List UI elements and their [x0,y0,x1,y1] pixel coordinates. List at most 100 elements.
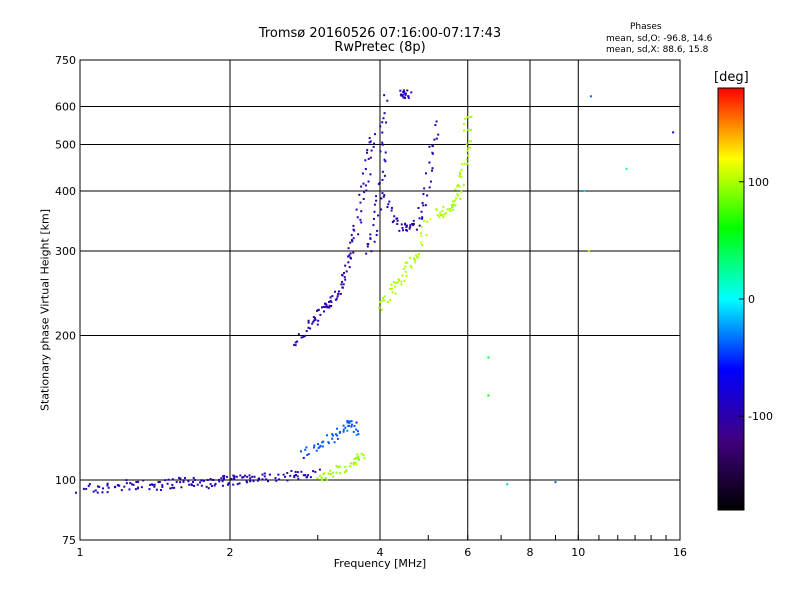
data-point [470,129,473,132]
data-point [589,95,592,98]
data-point [335,427,338,430]
data-point [373,203,376,206]
x-tick-label: 1 [77,546,84,559]
data-point [316,323,319,326]
data-point [334,433,337,436]
data-point [339,472,342,475]
data-point [101,487,104,490]
data-point [355,208,358,211]
data-point [338,290,341,293]
data-point [444,212,447,215]
data-point [352,251,355,254]
data-point [326,478,329,481]
data-point [414,261,417,264]
data-point [328,306,331,309]
data-point [314,317,317,320]
data-point [375,233,378,236]
data-point [380,308,383,311]
data-point [381,192,384,195]
data-point [369,140,372,143]
data-point [424,204,427,207]
data-point [420,225,423,228]
data-point [453,199,456,202]
data-point [167,478,170,481]
data-point [134,488,137,491]
data-point [401,93,404,96]
data-point [319,474,322,477]
data-point [375,195,378,198]
data-point [206,478,209,481]
data-point [213,484,216,487]
data-point [406,89,409,92]
x-tick-label: 6 [464,546,471,559]
data-point [149,483,152,486]
data-point [380,208,383,211]
data-point [299,450,302,453]
data-point [135,481,138,484]
data-point [403,97,406,100]
y-tick-label: 300 [55,245,76,258]
data-point [383,194,386,197]
data-point [435,208,438,211]
data-point [466,128,469,131]
data-point [360,210,363,213]
data-point [390,283,393,286]
data-point [142,479,145,482]
data-point [409,226,412,229]
data-point [359,218,362,221]
data-point [338,431,341,434]
data-point [396,217,399,220]
data-point [320,306,323,309]
data-point [353,229,356,232]
data-point [438,216,441,219]
stats-o-mode: mean, sd,O: -96.8, 14.6 [606,34,713,44]
data-point [449,209,452,212]
data-point [378,306,381,309]
data-point [383,112,386,115]
data-point [205,485,208,488]
data-point [381,121,384,124]
data-point [672,131,675,134]
data-point [300,470,303,473]
data-point [404,93,407,96]
data-point [357,233,360,236]
data-point [418,217,421,220]
data-point [249,477,252,480]
data-point [169,487,172,490]
data-point [307,453,310,456]
data-point [409,256,412,259]
stats-x-mode: mean, sd,X: 88.6, 15.8 [606,45,709,55]
data-point [421,201,424,204]
data-point [352,461,355,464]
data-point [343,471,346,474]
data-point [153,483,156,486]
data-point [415,254,418,257]
data-point [346,419,349,422]
data-point [404,92,407,95]
data-point [178,476,181,479]
data-point [88,483,91,486]
data-point [368,137,371,140]
data-point [435,120,438,123]
data-point [317,319,320,322]
data-point [322,305,325,308]
data-point [187,480,190,483]
data-point [349,462,352,465]
data-point [342,428,345,431]
data-point [302,456,305,459]
data-point [286,479,289,482]
data-point [361,172,364,175]
data-point [330,305,333,308]
data-point [241,476,244,479]
data-point [506,483,509,486]
data-point [370,149,373,152]
data-point [369,233,372,236]
data-point [420,241,423,244]
data-point [274,477,277,480]
data-point [302,474,305,477]
data-point [193,484,196,487]
data-point [417,206,420,209]
data-point [334,298,337,301]
data-point [420,232,423,235]
data-point [253,475,256,478]
